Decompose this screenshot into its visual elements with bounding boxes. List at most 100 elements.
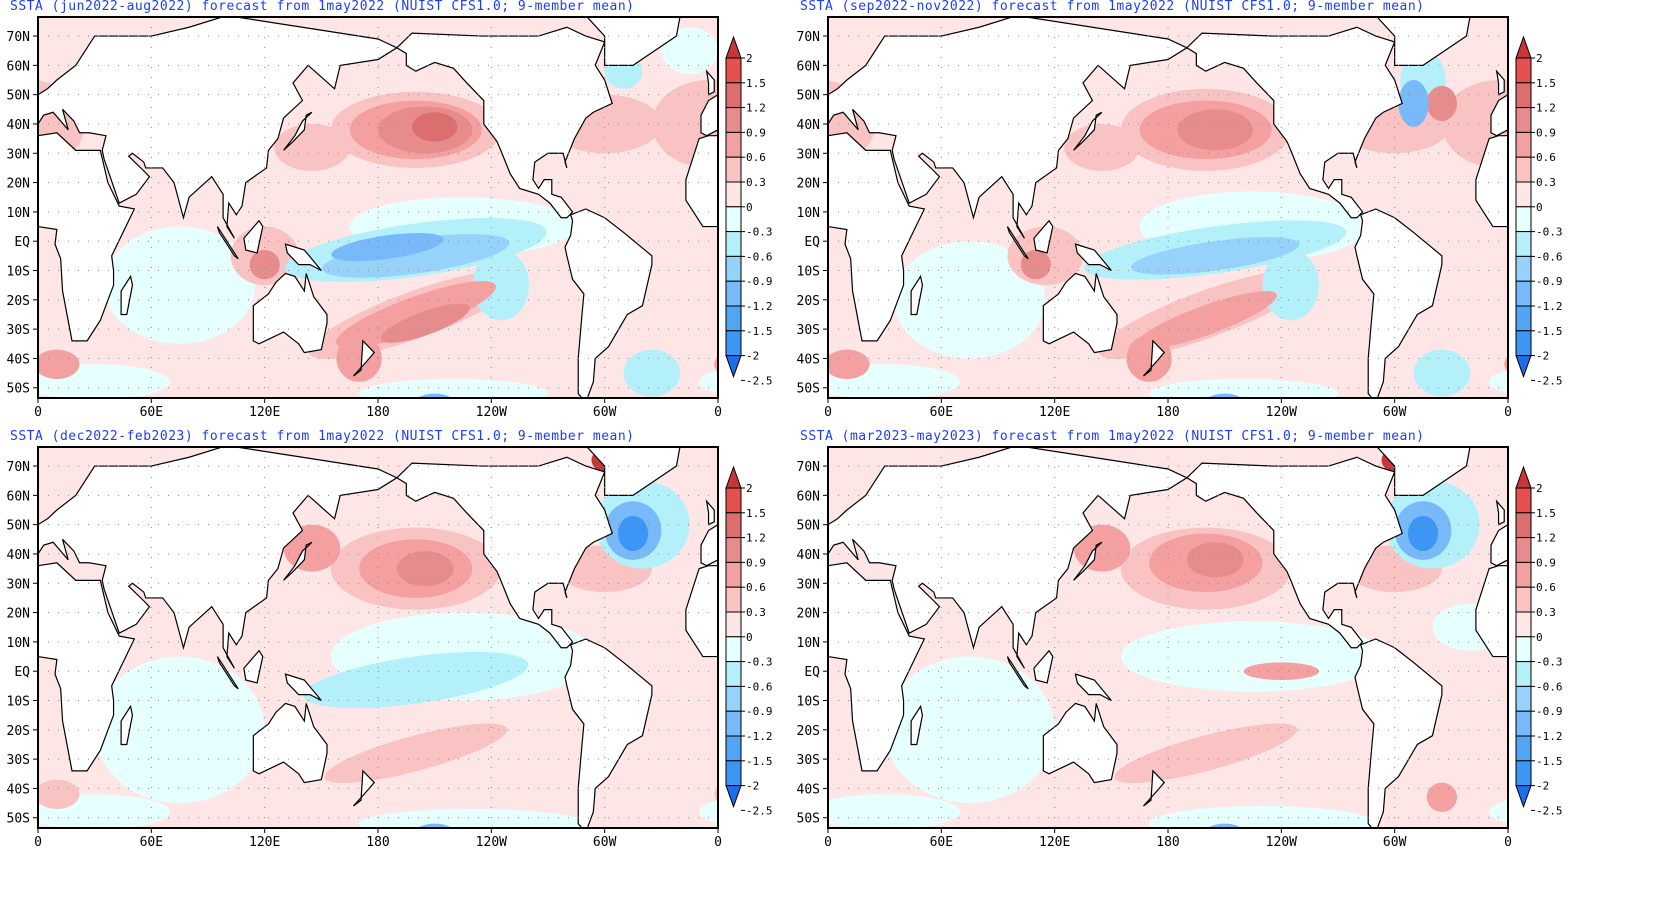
colorbar-segment: [1516, 736, 1531, 761]
lat-label: 40N: [7, 548, 30, 563]
colorbar-segment: [726, 207, 741, 232]
lat-label: EQ: [14, 235, 30, 250]
ssta-anomaly-area: [734, 350, 791, 397]
lat-label: 10S: [797, 695, 820, 710]
colorbar-label: -2.5: [746, 804, 773, 817]
panel-title: SSTA (mar2023-may2023) forecast from 1ma…: [800, 429, 1425, 444]
lat-label: 40N: [797, 118, 820, 133]
lon-label: 120W: [476, 835, 507, 850]
colorbar-label: -1.5: [746, 755, 773, 768]
lon-label: 0: [824, 835, 832, 850]
colorbar-segment: [726, 686, 741, 711]
colorbar-label: 0.9: [1536, 126, 1556, 139]
colorbar-segment: [726, 256, 741, 281]
lat-label: 10S: [797, 265, 820, 280]
lat-label: 40S: [7, 352, 30, 367]
colorbar-segment: [726, 108, 741, 133]
ssta-anomaly-area: [1126, 335, 1171, 382]
colorbar-segment: [1516, 108, 1531, 133]
colorbar-label: 1.2: [746, 532, 766, 545]
lon-label: 60E: [140, 835, 163, 850]
colorbar-label: -1.2: [1536, 300, 1563, 313]
panel-title: SSTA (jun2022-aug2022) forecast from 1ma…: [10, 0, 635, 14]
lon-label: 120W: [476, 405, 507, 420]
ssta-anomaly-area: [412, 112, 457, 141]
colorbar-label: -2.5: [1536, 374, 1563, 387]
colorbar-segment: [1516, 637, 1531, 662]
ssta-anomaly-area: [1177, 109, 1253, 150]
colorbar-label: -2: [746, 350, 759, 363]
lon-label: 0: [1504, 405, 1512, 420]
ssta-anomaly-area: [397, 551, 454, 586]
ssta-anomaly-area: [1149, 379, 1338, 408]
colorbar-label: -0.9: [1536, 705, 1563, 718]
ssta-anomaly-area: [336, 335, 381, 382]
colorbar-upper-triangle: [1516, 467, 1531, 488]
lat-label: 70N: [797, 30, 820, 45]
lon-label: 180: [1156, 835, 1179, 850]
colorbar-segment: [1516, 331, 1531, 356]
colorbar-segment: [726, 58, 741, 83]
ssta-anomaly-area: [618, 516, 648, 551]
ssta-anomaly-area: [1427, 783, 1457, 812]
colorbar-segment: [1516, 562, 1531, 587]
colorbar-segment: [1516, 58, 1531, 83]
ssta-anomaly-area: [624, 350, 681, 397]
colorbar-label: -0.6: [746, 680, 773, 693]
ssta-anomaly-area: [1489, 364, 1640, 399]
colorbar-segment: [726, 711, 741, 736]
lat-label: 70N: [797, 460, 820, 475]
colorbar-label: 0.6: [746, 581, 766, 594]
ssta-anomaly-area: [250, 250, 280, 279]
lon-label: 0: [1504, 835, 1512, 850]
colorbar-label: 0.3: [1536, 606, 1556, 619]
lon-label: 60W: [593, 835, 617, 850]
colorbar-label: -1.5: [746, 325, 773, 338]
lat-label: 50S: [7, 382, 30, 397]
colorbar-upper-triangle: [1516, 37, 1531, 58]
colorbar-segment: [1516, 157, 1531, 182]
colorbar-label: 1.5: [746, 77, 766, 90]
colorbar-segment: [726, 182, 741, 207]
colorbar-label: 1.2: [1536, 532, 1556, 545]
colorbar-label: 0.6: [1536, 151, 1556, 164]
lat-label: EQ: [14, 665, 30, 680]
ssta-anomaly-area: [1565, 657, 1665, 804]
lon-label: 0: [714, 835, 722, 850]
lat-label: 20N: [7, 177, 30, 192]
colorbar-segment: [1516, 662, 1531, 687]
colorbar-label: -0.3: [746, 226, 773, 239]
colorbar-lower-triangle: [1516, 786, 1531, 807]
colorbar-label: 0: [1536, 631, 1543, 644]
ssta-anomaly-area: [359, 379, 548, 408]
lon-label: 0: [34, 405, 42, 420]
lat-label: 60N: [797, 59, 820, 74]
colorbar-label: -0.6: [1536, 250, 1563, 263]
colorbar-segment: [1516, 256, 1531, 281]
colorbar-segment: [726, 232, 741, 257]
ssta-anomaly-area: [34, 350, 79, 379]
colorbar-label: 0.3: [746, 176, 766, 189]
colorbar-segment: [1516, 686, 1531, 711]
colorbar-label: -0.9: [746, 275, 773, 288]
colorbar-segment: [1516, 761, 1531, 786]
colorbar-label: 0: [1536, 201, 1543, 214]
colorbar-segment: [1516, 83, 1531, 108]
colorbar: 21.51.20.90.60.30-0.3-0.6-0.9-1.2-1.5-2-…: [726, 37, 773, 387]
colorbar-segment: [726, 157, 741, 182]
colorbar-segment: [726, 637, 741, 662]
lat-label: 40S: [797, 782, 820, 797]
colorbar-label: -0.6: [746, 250, 773, 263]
ssta-anomaly-area: [1414, 350, 1471, 397]
lat-label: 60N: [7, 489, 30, 504]
lat-label: 50S: [7, 812, 30, 827]
colorbar-segment: [1516, 132, 1531, 157]
colorbar-segment: [726, 132, 741, 157]
lon-label: 60W: [1383, 405, 1407, 420]
colorbar-label: 0.3: [1536, 176, 1556, 189]
lon-label: 60E: [930, 835, 953, 850]
ssta-anomaly-area: [1408, 516, 1438, 551]
colorbar-segment: [1516, 182, 1531, 207]
colorbar-label: 2: [746, 482, 753, 495]
colorbar-segment: [726, 736, 741, 761]
